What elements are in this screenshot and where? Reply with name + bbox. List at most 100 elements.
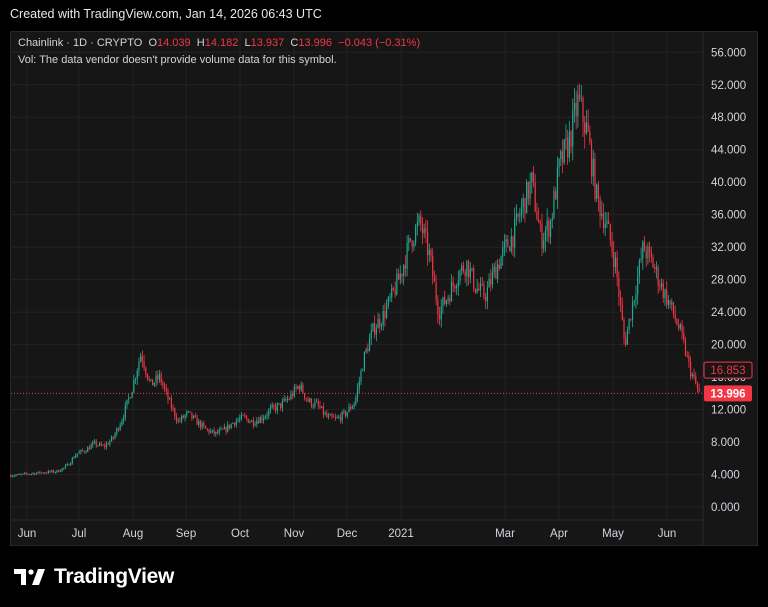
candle-body bbox=[584, 122, 586, 134]
candle-body bbox=[297, 386, 299, 389]
candle-body bbox=[655, 267, 658, 270]
candle-body bbox=[146, 373, 149, 380]
candle-body bbox=[64, 465, 67, 468]
candle-body bbox=[213, 429, 215, 434]
candle-body bbox=[338, 416, 340, 418]
candle-body bbox=[541, 224, 543, 249]
candle-body bbox=[169, 398, 171, 400]
candle-body bbox=[539, 222, 541, 225]
candle-body bbox=[59, 471, 61, 472]
candle-body bbox=[362, 370, 364, 372]
candle-body bbox=[40, 472, 43, 474]
candle-body bbox=[486, 287, 488, 302]
candle-body bbox=[432, 256, 434, 277]
candle-body bbox=[611, 240, 613, 253]
candle-body bbox=[245, 416, 248, 419]
legend-low-label: L bbox=[244, 37, 251, 49]
candle-body bbox=[292, 393, 294, 397]
candle-body bbox=[27, 473, 29, 475]
candle-body bbox=[650, 251, 652, 258]
candle-body bbox=[252, 420, 254, 426]
candle-body bbox=[654, 267, 656, 270]
candle-body bbox=[433, 276, 436, 283]
candle-body bbox=[578, 94, 581, 99]
candle-body bbox=[652, 257, 654, 268]
candle-body bbox=[387, 297, 389, 307]
candle-body bbox=[281, 401, 284, 409]
candle-body bbox=[679, 324, 681, 329]
candle-body bbox=[558, 159, 560, 168]
candle-body bbox=[257, 420, 260, 424]
candle-body bbox=[227, 424, 229, 432]
candle-body bbox=[157, 375, 159, 380]
candle-body bbox=[380, 325, 383, 327]
candle-body bbox=[391, 287, 393, 298]
candle-body bbox=[81, 450, 84, 452]
candle-body bbox=[300, 384, 302, 390]
candle-body bbox=[642, 241, 644, 259]
candle-body bbox=[203, 423, 205, 426]
candle-body bbox=[442, 297, 444, 307]
candle-body bbox=[367, 348, 369, 352]
candle-body bbox=[420, 215, 422, 224]
candle-body bbox=[20, 474, 22, 476]
candle-body bbox=[686, 355, 688, 357]
x-tick-label: Sep bbox=[176, 528, 196, 540]
candle-body bbox=[174, 408, 176, 417]
candle-body bbox=[374, 323, 376, 335]
candle-body bbox=[331, 414, 333, 417]
candle-body bbox=[222, 428, 224, 430]
ohlc-legend: Chainlink · 1D · CRYPTO O14.039 H14.182 … bbox=[18, 37, 420, 49]
candle-body bbox=[148, 379, 150, 380]
candle-body bbox=[691, 374, 693, 377]
candle-body bbox=[134, 378, 137, 381]
candle-body bbox=[681, 324, 683, 333]
candle-body bbox=[309, 398, 311, 402]
legend-open-label: O bbox=[148, 37, 157, 49]
candle-body bbox=[44, 472, 46, 474]
candle-body bbox=[170, 398, 172, 409]
legend-high-label: H bbox=[196, 37, 205, 49]
candle-body bbox=[319, 405, 321, 408]
candle-body bbox=[295, 386, 297, 389]
legend-close-value: 13.996 bbox=[298, 37, 333, 49]
candle-body bbox=[187, 411, 190, 413]
candle-body bbox=[326, 413, 328, 418]
candle-body bbox=[498, 264, 500, 269]
candle-body bbox=[428, 250, 430, 255]
candle-body bbox=[669, 300, 671, 305]
candle-body bbox=[664, 289, 666, 298]
candle-body bbox=[317, 401, 319, 406]
candle-body bbox=[585, 122, 588, 134]
candle-body bbox=[329, 414, 331, 416]
y-tick-label: 52.000 bbox=[711, 80, 746, 92]
candle-body bbox=[500, 256, 502, 269]
candle-body bbox=[445, 300, 447, 305]
x-tick-label: Mar bbox=[495, 528, 515, 540]
candle-body bbox=[532, 172, 535, 183]
candle-body bbox=[478, 288, 480, 290]
y-tick-label: 12.000 bbox=[711, 405, 746, 417]
candle-body bbox=[637, 275, 639, 295]
candle-body bbox=[105, 443, 108, 448]
candle-body bbox=[377, 319, 379, 329]
last-price-label: 13.996 bbox=[710, 388, 745, 400]
candle-body bbox=[619, 296, 622, 305]
created-watermark: Created with TradingView.com, Jan 14, 20… bbox=[10, 7, 322, 21]
candle-body bbox=[548, 220, 550, 237]
candle-body bbox=[49, 470, 51, 472]
y-tick-label: 40.000 bbox=[711, 177, 746, 189]
candle-body bbox=[356, 387, 359, 398]
candle-body bbox=[575, 102, 577, 117]
y-tick-label: 24.000 bbox=[711, 307, 746, 319]
y-tick-label: 20.000 bbox=[711, 340, 746, 352]
candle-body bbox=[534, 182, 536, 212]
candle-body bbox=[671, 302, 673, 305]
candle-body bbox=[450, 282, 453, 302]
candle-body bbox=[596, 184, 598, 199]
candle-body bbox=[351, 406, 354, 409]
legend-symbol[interactable]: Chainlink · 1D · CRYPTO bbox=[18, 37, 143, 49]
tradingview-brand[interactable]: TradingView bbox=[12, 565, 174, 589]
candle-body bbox=[608, 220, 610, 225]
